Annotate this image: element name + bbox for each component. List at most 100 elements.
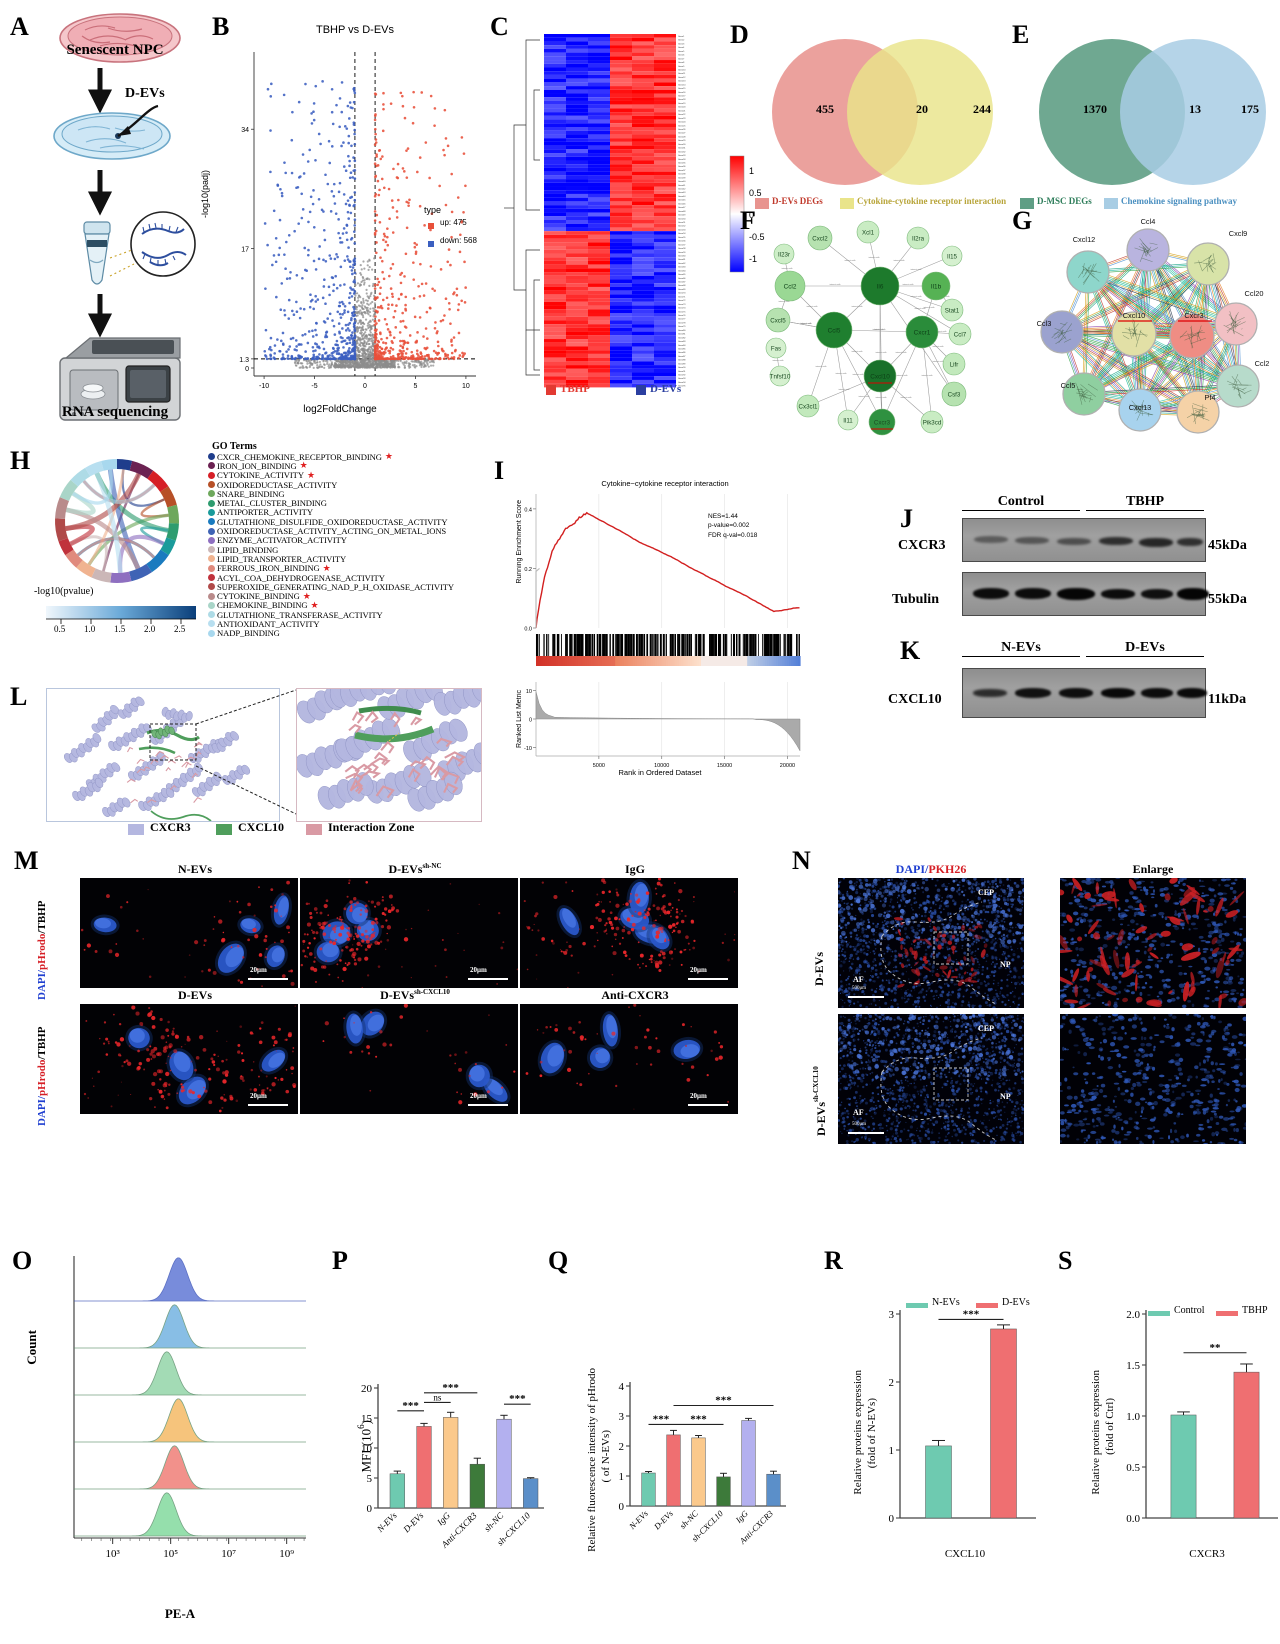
colorbar-tick-label: 2.0 — [144, 624, 156, 634]
panel-e-venn — [1030, 32, 1275, 192]
go-term-row: METAL_CLUSTER_BINDING — [208, 498, 508, 508]
svg-text:Gene19: Gene19 — [678, 103, 686, 105]
panel-m-col2-label-row1: D-EVssh-NC — [388, 862, 442, 876]
panel-m-scalebar-text-1: 20μm — [250, 966, 267, 974]
svg-text:10: 10 — [526, 689, 532, 695]
go-term-row: CYTOKINE_ACTIVITY ★ — [208, 470, 508, 481]
svg-text:Ccl20: Ccl20 — [1245, 289, 1264, 298]
panel-e-legend-swatch-left — [1020, 198, 1034, 209]
panel-c-heatmap: Gene1 Gene2 Gene3 Gene4 Gene5 Gene6 Gene7 Gene8… — [496, 30, 746, 405]
svg-text:-5: -5 — [311, 383, 317, 390]
panel-m-col2-label-row2: D-EVssh-CXCL10 — [380, 988, 450, 1002]
svg-text:-1: -1 — [749, 254, 757, 264]
go-term-star-icon: ★ — [384, 451, 393, 462]
go-term-row: IRON_ION_BINDING ★ — [208, 460, 508, 471]
svg-text:Gene80: Gene80 — [678, 330, 686, 332]
go-term-color-dot — [208, 629, 215, 637]
svg-text:Gene7: Gene7 — [678, 58, 685, 60]
svg-text:Gene65: Gene65 — [678, 274, 686, 276]
svg-text:Gene88: Gene88 — [678, 360, 686, 362]
svg-text:10: 10 — [462, 383, 470, 390]
panel-l-legend-cxcr3: CXCR3 — [150, 820, 191, 834]
go-term-label: CHEMOKINE_BINDING — [217, 600, 308, 611]
go-term-color-dot — [208, 481, 215, 489]
svg-text:0.0: 0.0 — [524, 627, 532, 633]
panel-k-group-devs: D-EVs — [1086, 640, 1204, 657]
svg-text:10000: 10000 — [654, 763, 669, 769]
svg-text:Xcl1: Xcl1 — [862, 230, 875, 237]
svg-text:Gene54: Gene54 — [678, 233, 686, 235]
panel-r-bar-chart: 0 1 2 3 *** — [870, 1298, 1040, 1548]
svg-text:Gene2: Gene2 — [678, 40, 685, 42]
panel-d-legend-right: Cytokine-cytokine receptor interaction — [857, 196, 1007, 206]
svg-text:Gene14: Gene14 — [678, 84, 686, 86]
go-term-star-icon: ★ — [322, 562, 331, 573]
svg-text:0: 0 — [529, 718, 532, 724]
svg-text:Gene53: Gene53 — [678, 229, 686, 231]
go-term-label: CYTOKINE_ACTIVITY — [217, 470, 304, 481]
svg-text:interacts with: interacts with — [838, 388, 849, 391]
svg-text:15000: 15000 — [717, 763, 732, 769]
svg-text:interacts with: interacts with — [932, 345, 943, 348]
svg-text:Gene5: Gene5 — [678, 51, 685, 53]
go-term-star-icon: ★ — [310, 599, 319, 610]
panel-l-structure-overview — [46, 688, 280, 822]
go-term-color-dot — [208, 601, 215, 609]
go-term-row: ENZYME_ACTIVATOR_ACTIVITY — [208, 535, 508, 545]
panel-j-protein-cxcr3: CXCR3 — [898, 538, 946, 553]
svg-text:-10: -10 — [259, 383, 269, 390]
panel-i-stats: NES=1.44 p-value=0.002 FDR q-val=0.018 — [708, 512, 757, 540]
svg-text:Il6: Il6 — [877, 284, 884, 291]
svg-text:Gene58: Gene58 — [678, 248, 686, 250]
svg-text:Ccl5: Ccl5 — [828, 328, 841, 335]
go-term-label: GLUTATHIONE_TRANSFERASE_ACTIVITY — [217, 609, 383, 620]
svg-text:Gene83: Gene83 — [678, 341, 686, 343]
go-term-label: OXIDOREDUCTASE_ACTIVITY — [217, 479, 338, 490]
panel-c-colorbar: 1 0.5 0 -0.5 -1 — [728, 152, 782, 280]
svg-text:Cxcl2: Cxcl2 — [812, 236, 828, 243]
panel-b-legend-title: type — [424, 205, 442, 215]
panel-b-legend-down: down: 568 — [440, 236, 477, 245]
svg-text:Gene47: Gene47 — [678, 207, 686, 209]
svg-text:interacts with: interacts with — [829, 283, 840, 286]
panel-label-N: N — [792, 846, 811, 875]
go-term-color-dot — [208, 611, 215, 619]
panel-m-scalebar-1 — [248, 978, 288, 980]
svg-text:Tnfsf10: Tnfsf10 — [770, 374, 791, 381]
panel-i-ylabel-top: Running Enrichment Score — [516, 500, 523, 584]
panel-o-flow-plot: 10³ 10⁵ 10⁷ 10⁹ — [44, 1250, 312, 1570]
panel-label-H: H — [10, 446, 31, 475]
go-term-row: SUPEROXIDE_GENERATING_NAD_P_H_OXIDASE_AC… — [208, 582, 508, 592]
panel-d-count-left: 455 — [816, 102, 834, 116]
svg-text:Gene38: Gene38 — [678, 174, 686, 176]
go-term-label: GLUTATHIONE_DISULFIDE_OXIDOREDUCTASE_ACT… — [217, 516, 448, 527]
svg-text:interacts with: interacts with — [910, 268, 921, 271]
panel-q-ylabel-2: ( of N-EVs) — [600, 1430, 612, 1483]
panel-j-mw-45kda: 45kDa — [1208, 538, 1247, 553]
go-term-color-dot — [208, 555, 215, 563]
svg-text:Il15: Il15 — [947, 254, 958, 261]
svg-text:interacts with: interacts with — [772, 359, 783, 362]
svg-text:interacts with: interacts with — [778, 300, 789, 303]
panel-e-legend-left: D-MSC DEGs — [1037, 196, 1092, 206]
svg-text:Gene13: Gene13 — [678, 81, 686, 83]
svg-text:Gene15: Gene15 — [678, 88, 686, 90]
panel-o-xlabel: PE-A — [164, 1606, 196, 1621]
go-term-color-dot — [208, 453, 215, 461]
svg-text:Gene41: Gene41 — [678, 185, 686, 187]
panel-label-A: A — [10, 12, 29, 41]
go-term-row: ANTIPORTER_ACTIVITY — [208, 507, 508, 517]
svg-text:Gene74: Gene74 — [678, 308, 686, 310]
go-term-color-dot — [208, 518, 215, 526]
panel-m-col3-label-row1: IgG — [624, 862, 645, 876]
svg-text:Gene91: Gene91 — [678, 371, 686, 373]
panel-h-colorbar — [36, 604, 206, 648]
svg-text:Gene75: Gene75 — [678, 311, 686, 313]
svg-text:Gene16: Gene16 — [678, 92, 686, 94]
svg-text:Gene68: Gene68 — [678, 285, 686, 287]
svg-text:Ccl2: Ccl2 — [1255, 359, 1270, 368]
svg-text:interacts with: interacts with — [851, 305, 862, 308]
panel-n-header-dapi-pkh26: DAPI/PKH26 — [895, 862, 967, 876]
panel-m-scalebar-text-3: 20μm — [690, 966, 707, 974]
panel-e-legend-swatch-right — [1104, 198, 1118, 209]
